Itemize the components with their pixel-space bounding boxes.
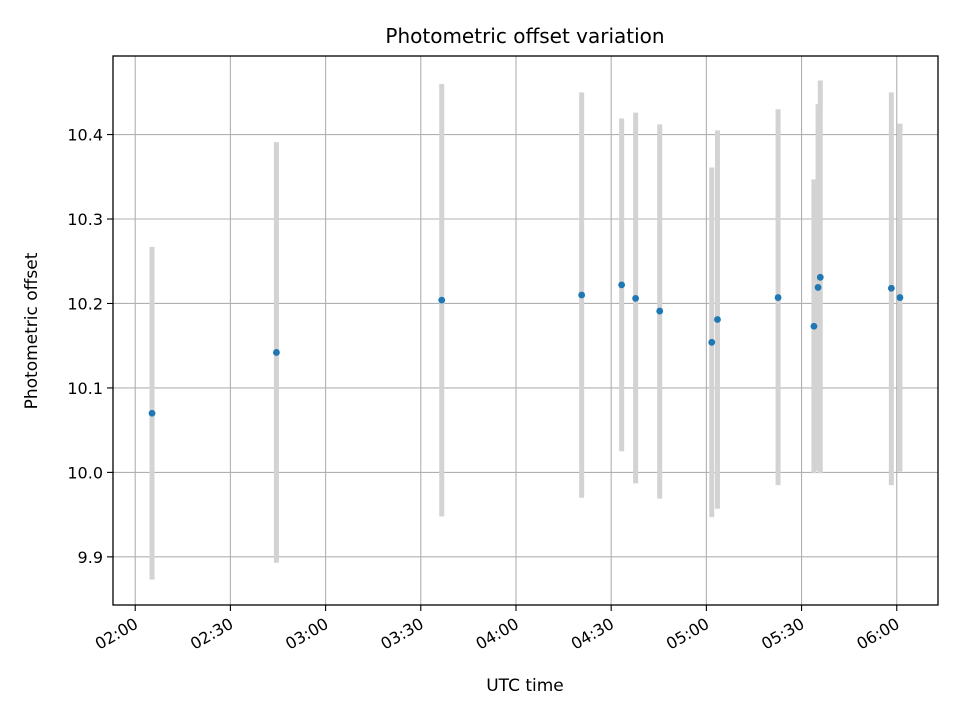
x-tick-label: 02:30 <box>187 614 236 654</box>
chart-title: Photometric offset variation <box>385 24 664 48</box>
x-tick-label: 05:30 <box>758 614 807 654</box>
y-axis-label: Photometric offset <box>22 252 42 409</box>
data-point <box>578 291 586 299</box>
data-point <box>896 294 904 301</box>
x-axis-label: UTC time <box>486 676 564 696</box>
data-point <box>632 295 640 302</box>
x-tick-label: 03:30 <box>377 614 426 654</box>
data-point <box>656 307 664 315</box>
x-tick-label: 04:00 <box>473 614 522 654</box>
data-point <box>816 273 824 281</box>
x-tick-label: 02:00 <box>92 614 141 654</box>
y-tick-label: 9.9 <box>78 548 103 567</box>
data-point <box>887 284 895 292</box>
y-tick-label: 10.2 <box>67 294 103 313</box>
x-tick-label: 04:30 <box>568 614 617 654</box>
y-tick-label: 10.0 <box>67 463 103 482</box>
plot-frame <box>112 55 939 606</box>
data-point <box>148 409 156 417</box>
data-point <box>774 294 782 301</box>
x-tick-label: 05:00 <box>663 614 712 654</box>
y-axis-ticks: 9.9 10.0 10.1 10.2 10.3 10.4 <box>67 126 113 567</box>
data-point <box>708 338 716 346</box>
error-bars <box>149 80 903 580</box>
y-tick-label: 10.1 <box>67 379 103 398</box>
data-point <box>618 281 626 289</box>
data-point <box>714 316 721 323</box>
data-point <box>438 296 446 304</box>
data-point <box>810 322 818 330</box>
data-points <box>148 273 904 417</box>
data-point <box>814 284 822 291</box>
x-axis-ticks: 02:00 02:30 03:00 03:30 04:00 04:30 05:00 05:30… <box>92 605 903 654</box>
x-tick-label: 06:00 <box>853 614 902 654</box>
grid <box>113 56 938 605</box>
data-point <box>273 349 280 356</box>
y-tick-label: 10.3 <box>67 210 103 229</box>
y-tick-label: 10.4 <box>67 126 103 145</box>
x-tick-label: 03:00 <box>282 614 331 654</box>
